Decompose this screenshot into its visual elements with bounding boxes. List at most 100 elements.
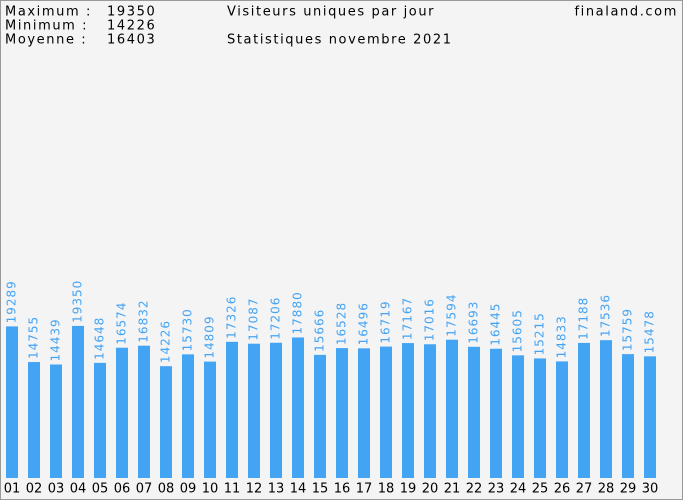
x-tick-label: 18 <box>378 482 395 497</box>
x-tick-label: 25 <box>532 482 549 497</box>
x-tick-label: 04 <box>70 482 87 497</box>
x-tick-label: 28 <box>598 482 615 497</box>
bar <box>578 342 590 478</box>
bar <box>94 362 106 478</box>
value-label: 16719 <box>379 300 393 343</box>
x-tick-label: 12 <box>246 482 263 497</box>
x-tick-label: 01 <box>4 482 21 497</box>
x-tick-label: 13 <box>268 482 285 497</box>
value-label: 15730 <box>181 308 195 351</box>
bar <box>314 354 326 478</box>
value-label: 15605 <box>511 309 525 352</box>
value-label: 17326 <box>225 296 239 339</box>
bar <box>358 348 370 478</box>
bar <box>160 366 172 478</box>
x-tick-label: 10 <box>202 482 219 497</box>
bar <box>72 325 84 478</box>
value-label: 16496 <box>357 302 371 345</box>
bar <box>50 364 62 478</box>
bar <box>622 354 634 478</box>
value-label: 17188 <box>577 297 591 340</box>
value-label: 14226 <box>159 320 173 363</box>
x-tick-label: 06 <box>114 482 131 497</box>
stat-label: Moyenne : <box>5 33 87 48</box>
bar <box>402 343 414 478</box>
bar <box>270 342 282 478</box>
x-tick-label: 20 <box>422 482 439 497</box>
value-label: 16832 <box>137 300 151 343</box>
bar <box>468 346 480 478</box>
bar <box>534 358 546 478</box>
value-label: 17087 <box>247 298 261 341</box>
bar <box>204 361 216 478</box>
value-label: 19350 <box>71 280 85 323</box>
value-label: 16445 <box>489 303 503 346</box>
bar <box>644 356 656 478</box>
value-label: 14439 <box>49 318 63 361</box>
bar <box>424 344 436 478</box>
x-tick-label: 30 <box>642 482 659 497</box>
value-label: 14648 <box>93 317 107 360</box>
x-tick-label: 19 <box>400 482 417 497</box>
bar <box>512 355 524 478</box>
value-label: 15215 <box>533 312 547 355</box>
value-label: 15759 <box>621 308 635 351</box>
value-label: 16528 <box>335 302 349 345</box>
bar <box>490 348 502 478</box>
stat-label: Minimum : <box>5 19 88 34</box>
bar <box>226 341 238 478</box>
stat-value: 19350 <box>107 5 156 20</box>
chart-subtitle: Statistiques novembre 2021 <box>227 33 453 48</box>
value-label: 17536 <box>599 294 613 337</box>
bar <box>292 337 304 478</box>
bar <box>380 346 392 478</box>
bar <box>116 347 128 478</box>
x-tick-label: 09 <box>180 482 197 497</box>
x-tick-label: 21 <box>444 482 461 497</box>
value-label: 17167 <box>401 297 415 340</box>
x-tick-label: 17 <box>356 482 373 497</box>
bar <box>600 340 612 478</box>
x-tick-label: 27 <box>576 482 593 497</box>
value-label: 14833 <box>555 315 569 358</box>
bar <box>28 362 40 478</box>
x-tick-label: 23 <box>488 482 505 497</box>
value-label: 17880 <box>291 291 305 334</box>
bar <box>556 361 568 478</box>
x-tick-label: 14 <box>290 482 307 497</box>
site-name: finaland.com <box>574 5 678 20</box>
bar <box>248 343 260 478</box>
value-label: 17016 <box>423 298 437 341</box>
value-label: 16574 <box>115 302 129 345</box>
value-label: 14755 <box>27 316 41 359</box>
bar <box>138 345 150 478</box>
stat-label: Maximum : <box>5 5 92 20</box>
value-label: 15666 <box>313 309 327 352</box>
x-tick-label: 07 <box>136 482 153 497</box>
value-label: 14809 <box>203 315 217 358</box>
x-tick-label: 22 <box>466 482 483 497</box>
stat-value: 14226 <box>107 19 156 34</box>
x-tick-label: 29 <box>620 482 637 497</box>
value-label: 17594 <box>445 294 459 337</box>
bar <box>6 326 18 478</box>
x-tick-label: 15 <box>312 482 329 497</box>
value-label: 16693 <box>467 301 481 344</box>
x-tick-label: 26 <box>554 482 571 497</box>
x-tick-label: 02 <box>26 482 43 497</box>
x-tick-label: 11 <box>224 482 241 497</box>
stat-value: 16403 <box>107 33 156 48</box>
x-tick-label: 03 <box>48 482 65 497</box>
x-tick-label: 24 <box>510 482 527 497</box>
x-tick-label: 16 <box>334 482 351 497</box>
bar <box>182 354 194 478</box>
bar <box>446 339 458 478</box>
value-label: 19289 <box>5 280 19 323</box>
bar <box>336 348 348 478</box>
x-tick-label: 08 <box>158 482 175 497</box>
value-label: 15478 <box>643 310 657 353</box>
x-tick-label: 05 <box>92 482 109 497</box>
value-label: 17206 <box>269 297 283 340</box>
